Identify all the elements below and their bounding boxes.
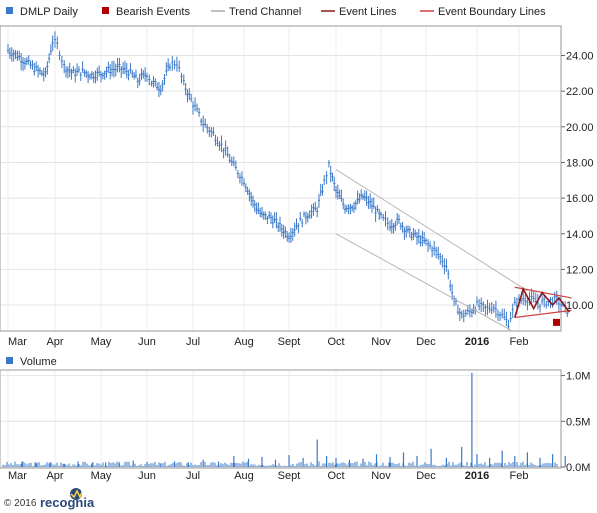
price-tick-label: 10.00 <box>566 300 594 312</box>
copyright-text: © 2016 <box>4 498 37 509</box>
legend-label-2: Trend Channel <box>229 6 301 18</box>
price-tick-label: 14.00 <box>566 229 594 241</box>
price-month-label: Dec <box>416 336 436 348</box>
volume-month-label: Apr <box>46 470 63 482</box>
volume-month-label: Jul <box>186 470 200 482</box>
volume-month-label: May <box>91 470 112 482</box>
legend-label-4: Event Boundary Lines <box>438 6 546 18</box>
legend-swatch-1 <box>102 7 109 14</box>
volume-month-label: Dec <box>416 470 436 482</box>
volume-month-label: Sept <box>278 470 301 482</box>
volume-month-label: Feb <box>510 470 529 482</box>
price-tick-label: 24.00 <box>566 51 594 63</box>
trend-channel-lower <box>335 233 511 331</box>
volume-month-label: Nov <box>371 470 391 482</box>
volume-bars <box>2 372 566 467</box>
price-month-label: Aug <box>234 336 254 348</box>
volume-tick-label: 1.0M <box>566 371 590 383</box>
event-boundary-lower <box>514 309 572 319</box>
price-tick-label: 20.00 <box>566 122 594 134</box>
volume-panel-frame <box>0 369 562 469</box>
brand-name: recognia <box>40 495 95 510</box>
volume-tick-label: 0.5M <box>566 416 590 428</box>
price-month-label: May <box>91 336 112 348</box>
event-boundary-upper <box>514 286 572 299</box>
volume-legend: Volume <box>6 356 57 368</box>
price-series <box>6 31 569 330</box>
price-x-axis: Mar Apr May Jun Jul Aug Sept Oct Nov Dec 2016 Feb <box>8 336 528 348</box>
volume-tick-label: 0.0M <box>566 462 590 474</box>
price-month-label: Apr <box>46 336 63 348</box>
volume-y-axis: 0.0M 0.5M 1.0M <box>561 371 590 474</box>
volume-month-label: 2016 <box>465 470 489 482</box>
price-legend: DMLP Daily Bearish Events Trend Channel Eve… <box>6 6 546 18</box>
legend-label-1: Bearish Events <box>116 6 190 18</box>
volume-legend-label: Volume <box>20 356 57 368</box>
price-y-axis: 10.00 12.00 14.00 16.00 18.00 20.00 22.00 24.00 <box>561 51 594 312</box>
price-tick-label: 18.00 <box>566 157 594 169</box>
price-tick-label: 16.00 <box>566 193 594 205</box>
chart-overlays <box>335 169 572 331</box>
volume-month-label: Mar <box>8 470 27 482</box>
volume-month-label: Aug <box>234 470 254 482</box>
price-tick-label: 12.00 <box>566 264 594 276</box>
volume-month-label: Jun <box>138 470 156 482</box>
volume-legend-swatch <box>6 357 13 364</box>
price-month-label: 2016 <box>465 336 489 348</box>
event-lines <box>514 286 571 318</box>
price-month-label: Feb <box>510 336 529 348</box>
bearish-event-marker <box>553 318 560 326</box>
price-month-label: Jul <box>186 336 200 348</box>
price-month-label: Sept <box>278 336 301 348</box>
price-month-label: Oct <box>327 336 344 348</box>
recognia-logo-icon <box>70 488 83 500</box>
price-tick-label: 22.00 <box>566 86 594 98</box>
price-month-label: Jun <box>138 336 156 348</box>
volume-month-label: Oct <box>327 470 344 482</box>
price-month-label: Nov <box>371 336 391 348</box>
volume-x-axis: Mar Apr May Jun Jul Aug Sept Oct Nov Dec 2016 Feb <box>8 470 528 482</box>
price-grid <box>1 27 560 330</box>
legend-label-3: Event Lines <box>339 6 397 18</box>
legend-label-0: DMLP Daily <box>20 6 78 18</box>
trend-channel-upper <box>335 169 528 292</box>
price-month-label: Mar <box>8 336 27 348</box>
legend-swatch-0 <box>6 7 13 14</box>
